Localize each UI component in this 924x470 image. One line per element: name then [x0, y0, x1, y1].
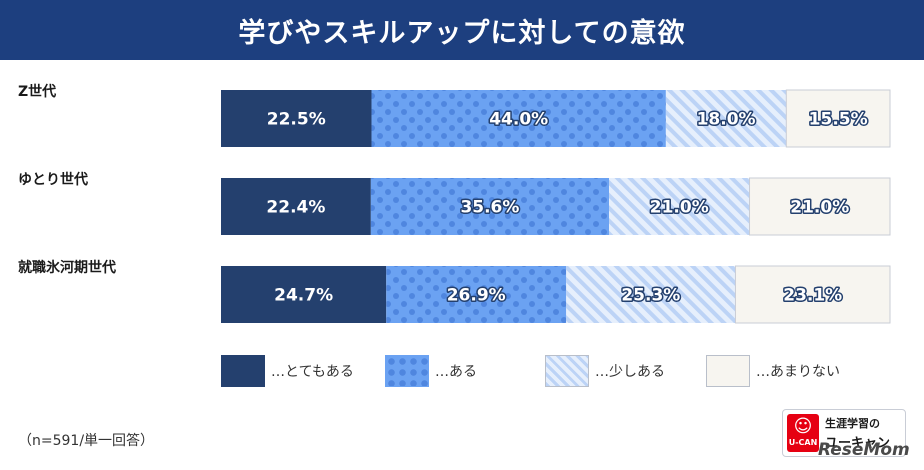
category-label: Z世代 [18, 83, 56, 100]
ucan-logo-line1: 生涯学習の [825, 417, 880, 430]
bar-segment-yes [386, 266, 567, 323]
legend-label-somewhat: …少しある [595, 364, 665, 380]
ucan-logo-line2: ユーキャン [825, 436, 891, 451]
data-label-yes: 44.0% [489, 110, 548, 130]
bar-segment-somewhat [665, 90, 787, 147]
bar-segment-very-much [221, 178, 371, 235]
data-label-not-much: 21.0% [790, 198, 849, 218]
data-label-very-much: 22.4% [266, 198, 325, 218]
legend-label-very-much: …とてもある [271, 364, 354, 380]
chart-title: 学びやスキルアップに対しての意欲 [238, 17, 686, 49]
data-label-somewhat: 25.3% [621, 286, 680, 306]
watermark: ReseMom [818, 440, 910, 460]
data-label-yes: 26.9% [447, 286, 506, 306]
bar-segment-not-much [785, 89, 891, 148]
ucan-person-icon: ☺ [793, 416, 813, 437]
legend-item-very-much: …とてもある [221, 354, 354, 388]
bar-segment-not-much [749, 177, 891, 236]
data-label-very-much: 22.5% [267, 110, 326, 130]
category-label: ゆとり世代 [18, 171, 88, 188]
category-label: 就職氷河期世代 [18, 259, 116, 276]
data-label-yes: 35.6% [460, 198, 519, 218]
legend-swatch-not-much [706, 355, 750, 387]
legend-swatch-somewhat [545, 355, 589, 387]
bar-segment-yes [371, 90, 666, 147]
bar-segment-not-much [734, 265, 891, 324]
chart-title-bar: 学びやスキルアップに対しての意欲 [0, 0, 924, 60]
data-label-somewhat: 18.0% [697, 110, 756, 130]
bar-segment-yes [370, 178, 610, 235]
ucan-logo: ☺ U-CAN 生涯学習の ユーキャン [782, 409, 906, 457]
legend-label-yes: …ある [435, 364, 477, 380]
legend-swatch-yes [385, 355, 429, 387]
legend-item-not-much: …あまりない [706, 354, 840, 388]
legend-label-not-much: …あまりない [756, 364, 840, 380]
bar-segment-very-much [221, 90, 372, 147]
data-label-not-much: 15.5% [809, 110, 868, 130]
ucan-logo-mark: ☺ U-CAN [787, 414, 819, 452]
stacked-bar-chart: Z世代 22.5% 44.0% 18.0% 15.5% ゆとり世代 22.4% 35.6% 21… [18, 83, 891, 324]
legend-swatch-very-much [221, 355, 265, 387]
sample-note: （n=591/単一回答） [18, 433, 155, 449]
bar-segment-somewhat [609, 178, 750, 235]
legend-item-somewhat: …少しある [545, 354, 665, 388]
chart-rows: Z世代 22.5% 44.0% 18.0% 15.5% ゆとり世代 22.4% 35.6% 21… [18, 83, 891, 324]
legend-item-yes: …ある [385, 354, 477, 388]
ucan-logo-mark-text: U-CAN [788, 438, 818, 447]
bar-segment-somewhat [566, 266, 736, 323]
data-label-not-much: 23.1% [783, 286, 842, 306]
data-label-somewhat: 21.0% [650, 198, 709, 218]
data-label-very-much: 24.7% [274, 286, 333, 306]
legend: …とてもある …ある …少しある …あまりない [0, 354, 924, 388]
bar-segment-very-much [221, 266, 387, 323]
